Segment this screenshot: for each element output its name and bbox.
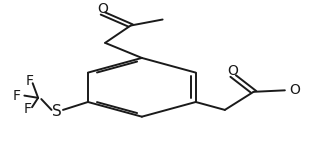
Text: O: O	[98, 2, 108, 16]
Text: F: F	[13, 89, 21, 103]
Text: F: F	[25, 74, 33, 88]
Text: S: S	[52, 104, 62, 119]
Text: F: F	[24, 102, 32, 116]
Text: O: O	[290, 83, 300, 97]
Text: O: O	[228, 64, 239, 79]
